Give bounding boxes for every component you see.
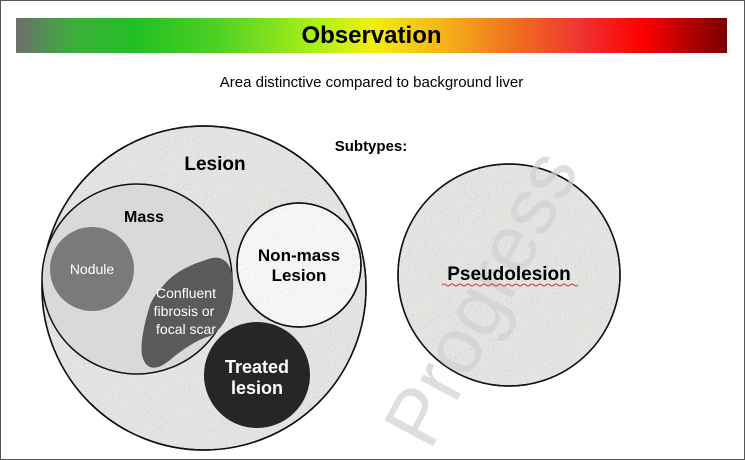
treated-lesion-circle	[204, 322, 310, 428]
confluent-label-line: Confluent	[156, 285, 216, 301]
confluent-fibrosis-label: Confluent fibrosis or focal scar	[154, 285, 217, 337]
nonmass-lesion-circle	[236, 202, 362, 328]
treated-label-line: lesion	[231, 378, 283, 398]
title-bar: Observation	[16, 18, 727, 53]
nodule-label: Nodule	[70, 261, 115, 277]
page-title: Observation	[301, 21, 442, 49]
confluent-label-line: fibrosis or	[154, 303, 215, 319]
pseudolesion-label: Pseudolesion	[447, 264, 571, 285]
mass-label: Mass	[124, 209, 164, 226]
confluent-fibrosis-shape	[141, 257, 234, 368]
nodule-circle	[50, 227, 134, 311]
description-text: Area distinctive compared to background …	[219, 74, 524, 91]
nonmass-label-line: Lesion	[272, 266, 327, 285]
subtypes-label: Subtypes:	[335, 138, 408, 155]
nonmass-lesion-label: Non-mass Lesion	[258, 246, 340, 285]
lesion-label: Lesion	[184, 154, 245, 175]
confluent-label-line: focal scar	[156, 321, 216, 337]
treated-lesion-label: Treated lesion	[225, 357, 289, 398]
nonmass-label-line: Non-mass	[258, 246, 340, 265]
treated-label-line: Treated	[225, 357, 289, 377]
pseudolesion-circle	[397, 163, 621, 387]
spellcheck-underline	[441, 283, 579, 287]
